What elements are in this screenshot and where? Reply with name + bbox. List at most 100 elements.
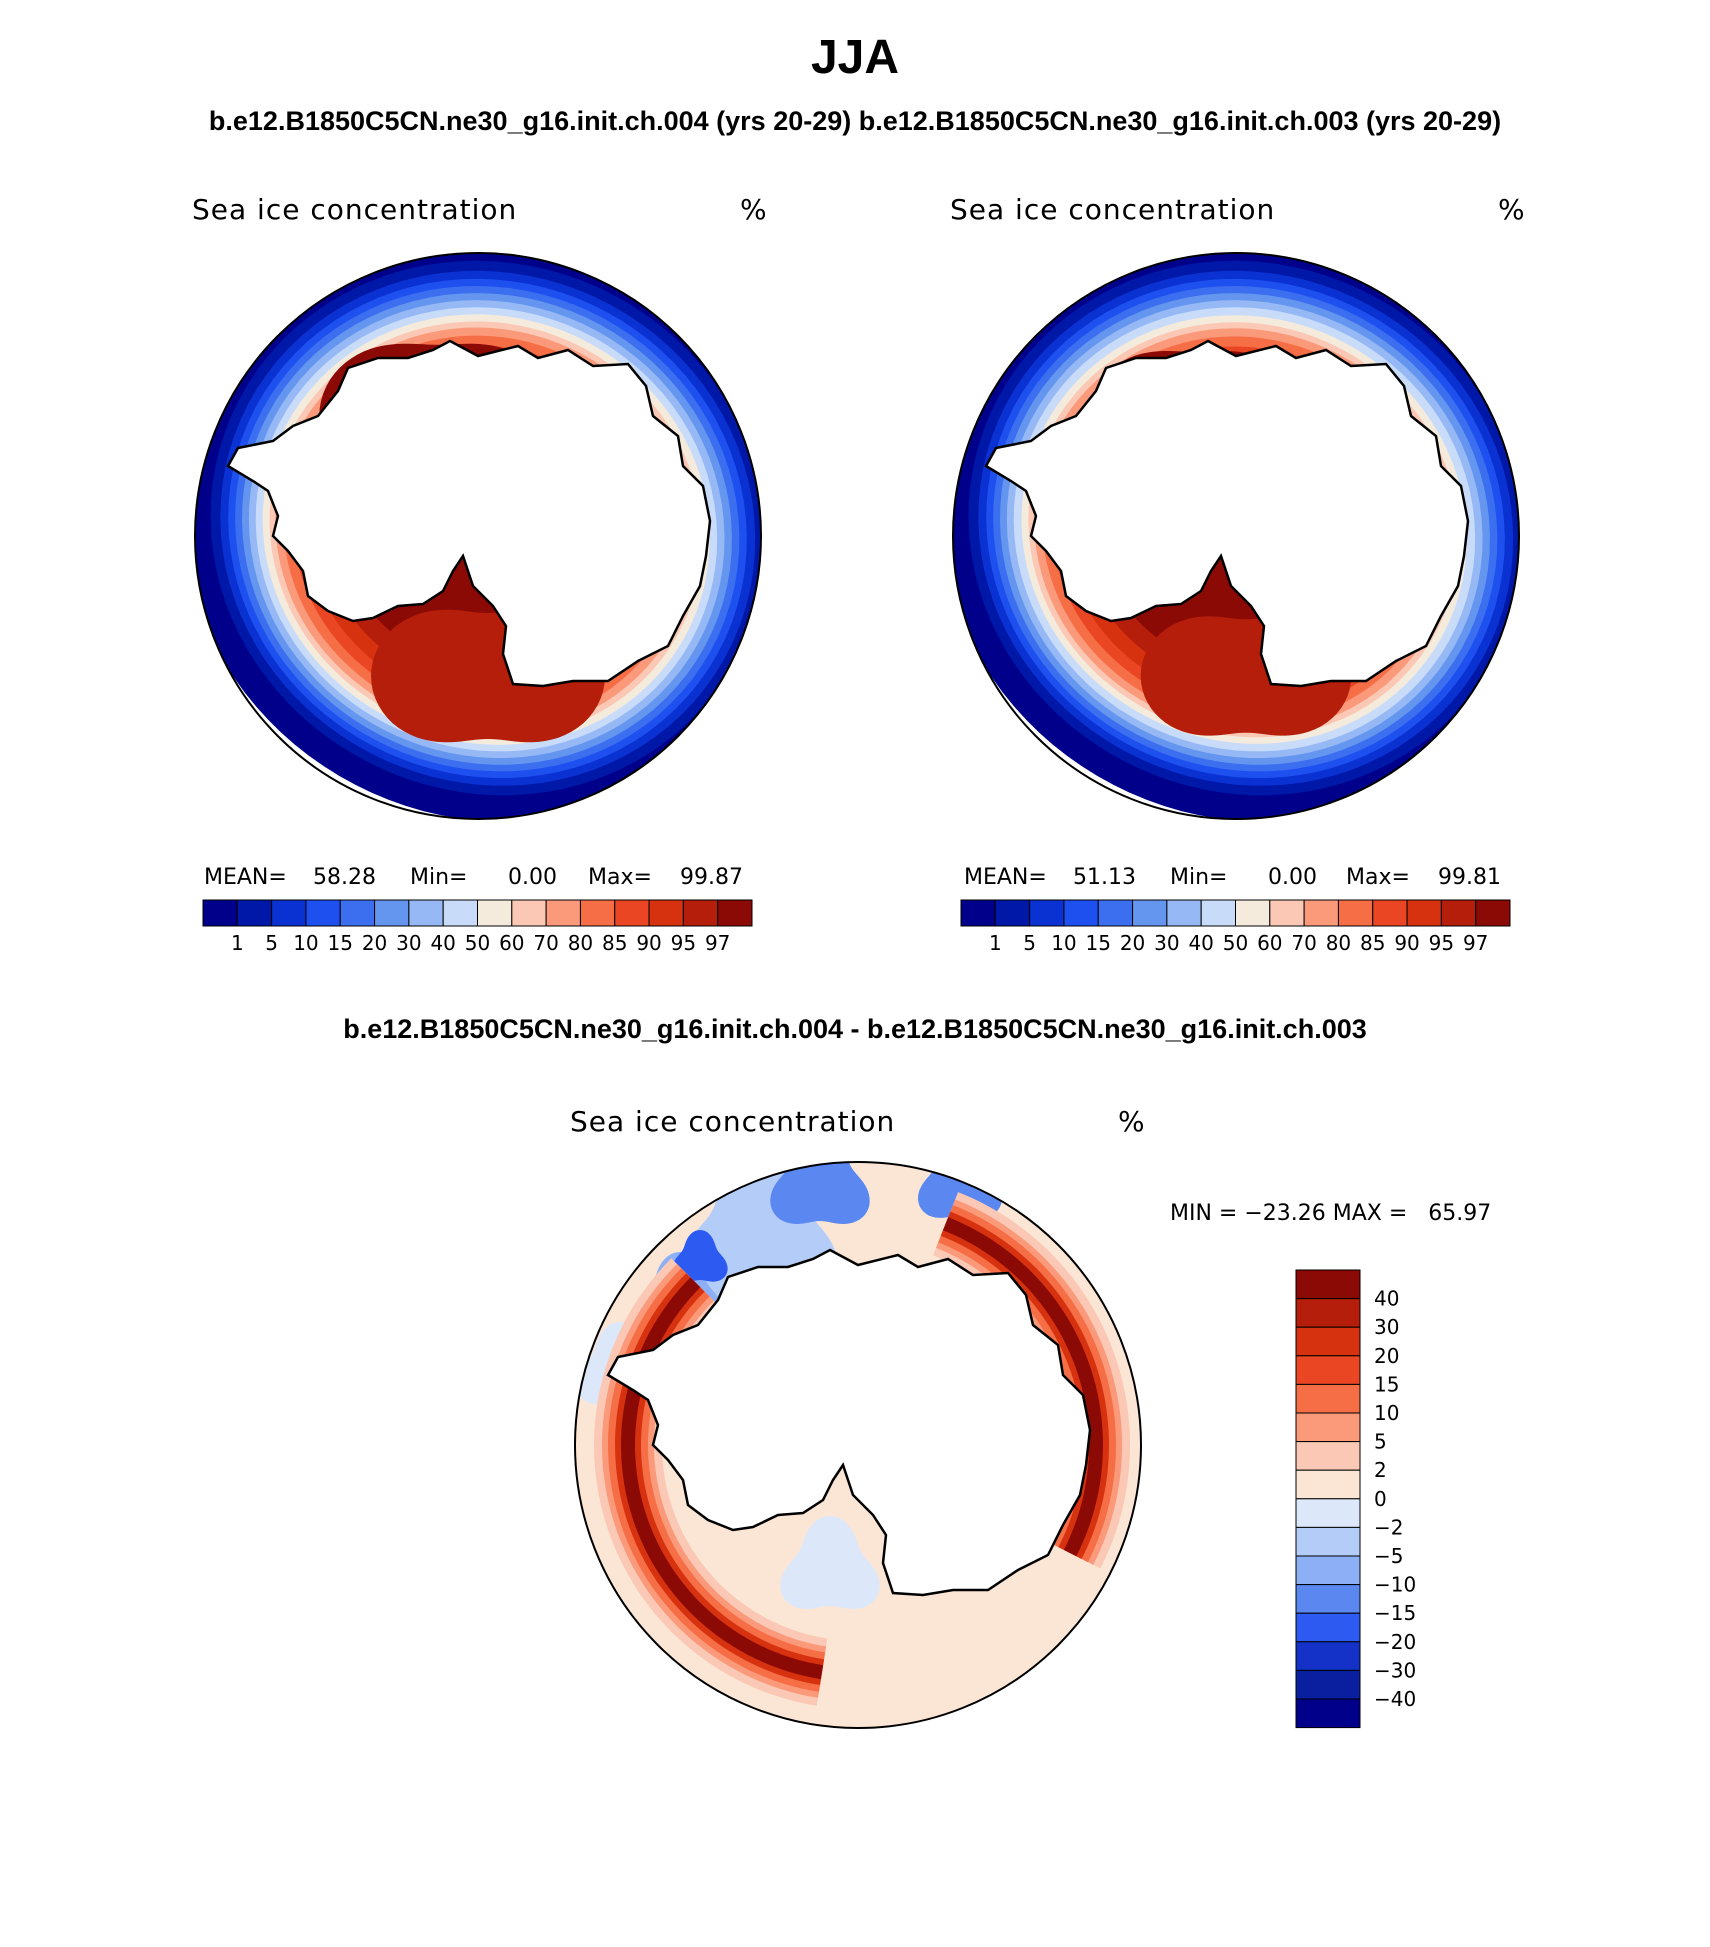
positive-anomaly (621, 1277, 824, 1680)
max-label: Max= (588, 865, 652, 890)
units-label: % (740, 193, 768, 226)
colorbar-swatch (1295, 1412, 1361, 1443)
mean-label: MEAN= (204, 865, 287, 890)
panel-title: Sea ice concentration (192, 193, 517, 226)
colorbar-swatch (236, 899, 273, 927)
colorbar-tick-label: 40 (1374, 1287, 1399, 1311)
colorbar-swatch (1097, 899, 1134, 927)
colorbar-swatch (1295, 1698, 1361, 1729)
min-label: Min= (1170, 865, 1227, 890)
positive-anomaly (943, 1217, 1103, 1557)
colorbar-swatch (1440, 899, 1477, 927)
colorbar-tick-label: −20 (1374, 1630, 1416, 1654)
colorbar-tick-label: 20 (1120, 931, 1145, 955)
colorbar-swatch (1295, 1641, 1361, 1671)
min-value: 0.00 (1268, 865, 1317, 890)
colorbar-tick-label: 95 (1429, 931, 1454, 955)
colorbar-swatch (1295, 1612, 1361, 1643)
colorbar-tick-label: 0 (1374, 1487, 1387, 1511)
colorbar-tick-label: −30 (1374, 1658, 1416, 1682)
colorbar-tick-label: 5 (265, 931, 278, 955)
negative-anomaly (780, 1516, 880, 1609)
colorbar-tick-label: 95 (671, 931, 696, 955)
colorbar-swatch (1337, 899, 1374, 927)
colorbar-swatch (1063, 899, 1099, 927)
colorbar-swatch (1295, 1584, 1361, 1614)
negative-anomaly (672, 1230, 728, 1282)
colorbar-swatch (1295, 1383, 1361, 1414)
panel-title: Sea ice concentration (570, 1105, 895, 1138)
colorbar-swatch (1132, 899, 1168, 927)
colorbar-tick-label: 40 (430, 931, 455, 955)
colorbar-tick-label: −15 (1374, 1601, 1416, 1625)
colorbar-tick-label: 5 (1023, 931, 1036, 955)
colorbar-swatch (1295, 1441, 1361, 1471)
colorbar-swatch (1295, 1326, 1361, 1357)
panel-case-004: Sea ice concentration % MEAN= 58.28 Min=… (192, 193, 768, 955)
colorbar-tick-label: 15 (1374, 1372, 1399, 1396)
colorbar-tick-label: 50 (465, 931, 490, 955)
map-area (575, 1162, 1141, 1728)
colorbar-swatch (1372, 899, 1408, 927)
colorbar-swatch (1295, 1526, 1361, 1557)
mean-value: 51.13 (1073, 865, 1136, 890)
max-value: 99.81 (1438, 865, 1501, 890)
colorbar-swatch (614, 899, 650, 927)
max-value: 99.87 (680, 865, 743, 890)
colorbar: 1 5 10 15 20 30 40 50 60 70 80 85 90 95 97 (960, 899, 1511, 955)
negative-anomaly (770, 1162, 870, 1224)
colorbar-tick-label: 5 (1374, 1430, 1387, 1454)
colorbar-tick-label: 60 (499, 931, 524, 955)
colorbar-swatch (339, 899, 376, 927)
colorbar-tick-label: −2 (1374, 1515, 1403, 1539)
colorbar-swatch (545, 899, 581, 927)
mean-value: 58.28 (313, 865, 376, 890)
colorbar-tick-label: 15 (1086, 931, 1111, 955)
colorbar-swatch (960, 899, 996, 927)
colorbar-tick-label: 10 (1051, 931, 1076, 955)
colorbar-swatch (202, 899, 238, 927)
colorbar-swatch (477, 899, 513, 927)
colorbar-tick-label: 1 (231, 931, 244, 955)
colorbar-tick-label: −10 (1374, 1573, 1416, 1597)
colorbar-tick-label: 80 (568, 931, 593, 955)
colorbar-tick-label: 80 (1326, 931, 1351, 955)
colorbar-tick-label: 30 (1374, 1315, 1399, 1339)
colorbar-swatch (305, 899, 341, 927)
map-boundary (574, 1161, 1142, 1729)
colorbar-swatch (408, 899, 444, 927)
colorbar-swatch (511, 899, 547, 927)
colorbar-swatch (717, 899, 753, 927)
map-boundary (952, 252, 1520, 820)
panel-title: Sea ice concentration (950, 193, 1275, 226)
colorbar-tick-label: 2 (1374, 1458, 1387, 1482)
colorbar-tick-label: 30 (1154, 931, 1179, 955)
map-area (195, 253, 761, 819)
panel-difference: Sea ice concentration % MIN = −23.26 MAX… (570, 1105, 1491, 1729)
colorbar-swatch (1295, 1269, 1361, 1300)
colorbar-swatch (1406, 899, 1442, 927)
colorbar-swatch (1475, 899, 1511, 927)
colorbar-tick-label: 30 (396, 931, 421, 955)
colorbar-swatch (1295, 1669, 1361, 1700)
colorbar-swatch (1303, 899, 1339, 927)
colorbar-tick-label: −5 (1374, 1544, 1403, 1568)
colorbar-tick-label: 90 (1394, 931, 1419, 955)
colorbar-tick-label: 97 (1463, 931, 1488, 955)
colorbar-swatch (1029, 899, 1065, 927)
colorbar-tick-label: 1 (989, 931, 1002, 955)
colorbar-swatch (579, 899, 616, 927)
colorbar-swatch (648, 899, 684, 927)
colorbar-tick-label: 15 (328, 931, 353, 955)
colorbar-tick-label: 70 (1291, 931, 1316, 955)
colorbar-swatch (1166, 899, 1202, 927)
colorbar-tick-label: 90 (636, 931, 661, 955)
colorbar-swatch (1295, 1355, 1361, 1385)
colorbar-swatch (1200, 899, 1236, 927)
colorbar-swatch (1235, 899, 1271, 927)
colorbar-swatch (1295, 1298, 1361, 1328)
colorbar-tick-label: 10 (293, 931, 318, 955)
colorbar-swatch (374, 899, 410, 927)
